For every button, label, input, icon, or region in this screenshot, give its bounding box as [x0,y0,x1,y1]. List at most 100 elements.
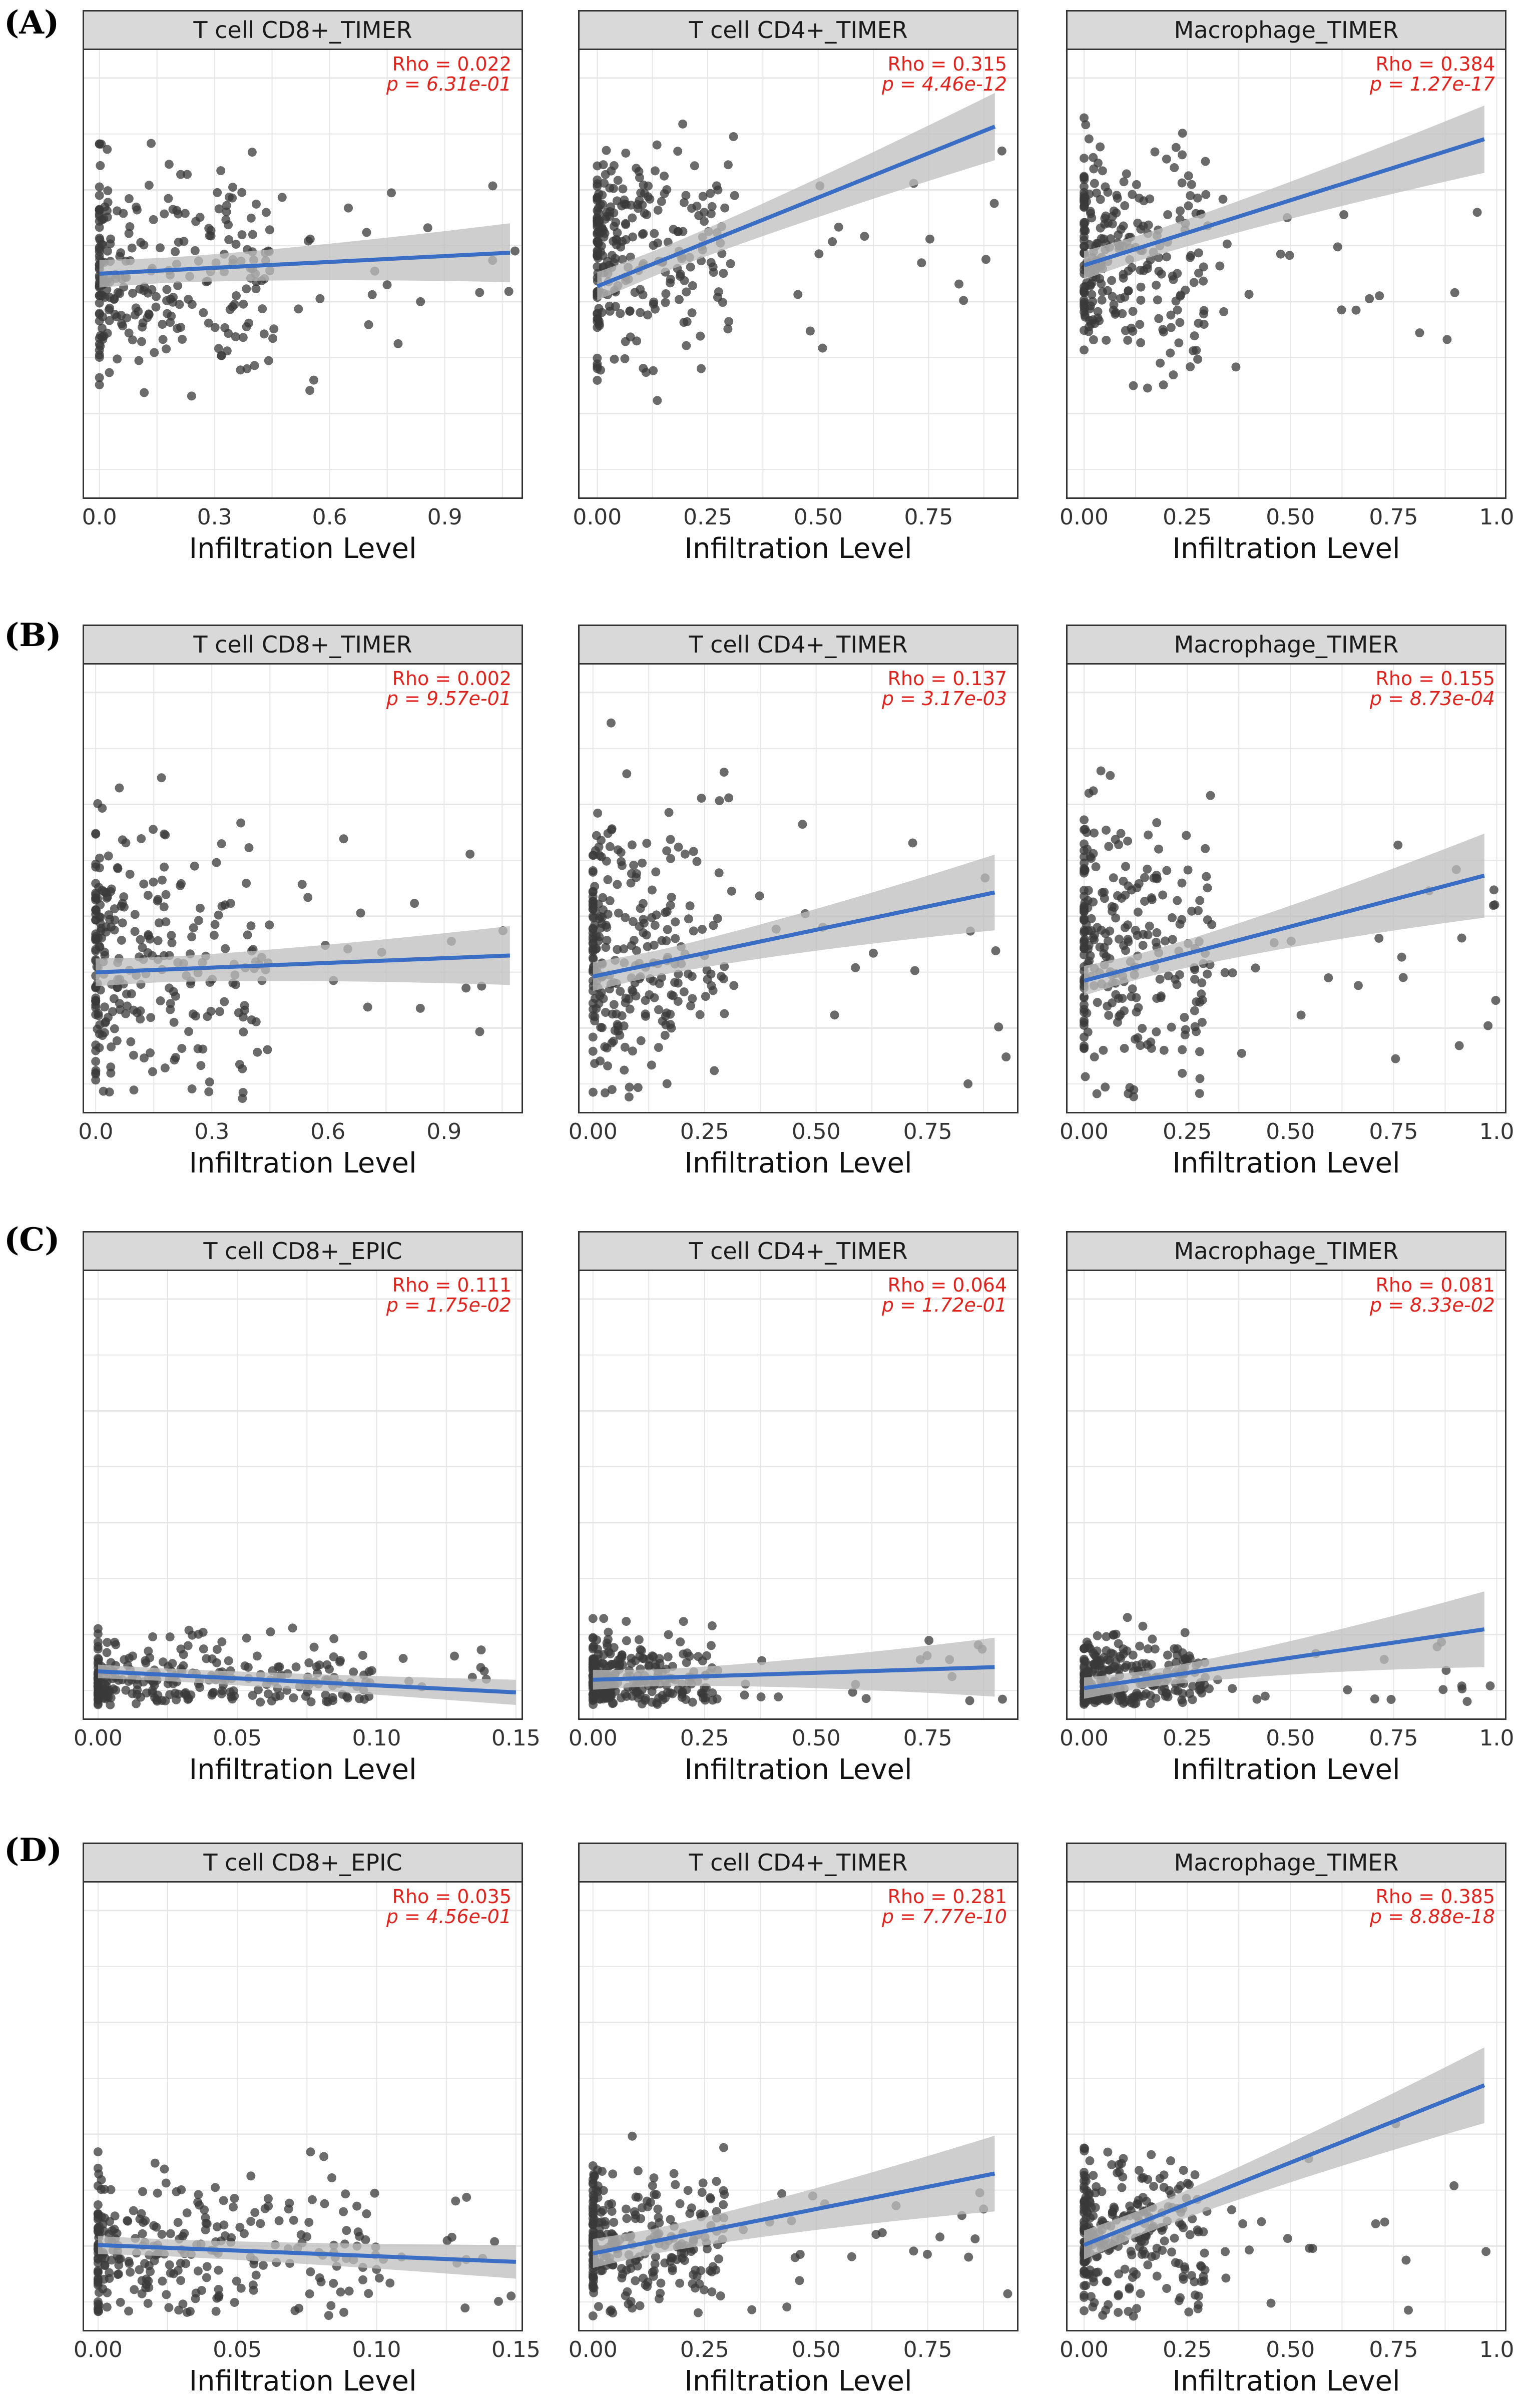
data-point [265,225,274,235]
data-point [1190,2170,1200,2179]
data-point [1183,865,1193,875]
data-point [209,930,219,940]
data-point [715,796,724,806]
data-point [214,910,223,920]
data-point [95,373,104,382]
data-point [1196,1684,1206,1694]
data-point [102,1648,112,1657]
data-point [174,1689,183,1699]
data-point [795,2276,804,2285]
data-point [248,2280,258,2290]
x-axis-title: Infiltration Level [684,532,912,565]
data-point [235,2222,245,2232]
x-tick-label: 0.50 [791,1119,841,1144]
data-point [370,2188,379,2198]
scatter-panel: T cell CD4+_TIMER Rho = 0.315 p = 4.46e-12… [573,10,1018,575]
data-point [1126,2246,1136,2256]
data-point [647,885,657,895]
data-point [113,863,122,872]
scatter-svg [1068,1271,1505,1718]
x-tick-label: 0.3 [197,504,232,530]
data-point [991,946,1000,955]
data-point [119,892,129,902]
data-point [1079,307,1089,317]
x-axis-ticks: 0.00 0.25 0.50 0.75 [569,1119,1017,1144]
data-point [652,140,662,150]
data-point [1343,1685,1352,1694]
data-point [91,1075,101,1085]
data-point [1111,990,1121,999]
data-point [1163,1650,1172,1660]
data-point [103,145,112,154]
data-point [1370,1694,1379,1704]
data-point [268,334,278,343]
data-point [604,1627,613,1637]
x-tick-label: 0.75 [904,504,953,530]
data-point [1102,825,1111,835]
data-point [964,2252,973,2262]
data-point [627,869,636,878]
data-point [106,1700,115,1709]
data-point [251,199,261,209]
data-point [1127,1698,1136,1707]
data-point [165,2260,174,2269]
data-point [1179,2274,1188,2284]
data-point [595,851,604,860]
data-point [1194,268,1203,278]
data-point [1175,318,1185,327]
data-point [828,237,837,246]
scatter-svg [580,665,1017,1112]
data-point [149,2221,159,2230]
data-point [1136,2289,1145,2298]
data-point [994,1022,1003,1032]
data-point [629,860,639,870]
data-point [589,1692,599,1701]
data-point [1079,2143,1089,2153]
data-point [676,1637,685,1647]
data-point [1197,989,1206,999]
data-point [159,902,169,912]
data-point [1092,239,1102,248]
data-point [627,840,637,850]
data-point [674,842,683,852]
data-point [228,2202,238,2212]
data-point [1079,886,1089,895]
data-point [697,794,706,803]
data-point [1090,1650,1100,1660]
data-point [709,268,718,277]
data-point [250,2208,260,2217]
plot-area: Rho = 0.281 p = 7.77e-10 [578,1881,1018,2331]
data-point [1462,1697,1472,1706]
data-point [197,2286,206,2295]
data-point [363,1002,372,1012]
data-point [143,891,153,900]
data-point [144,930,153,939]
scatter-svg [84,1271,522,1718]
data-point [589,2191,598,2200]
data-point [1403,2305,1413,2315]
data-point [1159,1045,1169,1055]
data-point [1193,2225,1202,2235]
data-point [1152,1027,1161,1037]
data-point [649,940,659,950]
data-point [321,1696,331,1706]
data-point [698,925,707,934]
data-point [96,900,105,910]
data-point [997,146,1006,156]
data-point [1194,2291,1203,2301]
data-point [258,2260,268,2270]
data-point [1079,2176,1089,2186]
data-point [1203,969,1212,979]
data-point [661,908,670,917]
data-point [609,222,619,231]
data-point [1087,854,1096,863]
data-point [1125,2284,1134,2294]
data-point [195,903,205,913]
data-point [729,132,738,142]
data-point [1143,383,1152,393]
data-point [306,2267,315,2276]
data-point [167,938,177,948]
data-point [660,171,669,181]
correlation-stats: Rho = 0.281 p = 7.77e-10 [882,1887,1007,1927]
data-point [1183,2178,1192,2188]
